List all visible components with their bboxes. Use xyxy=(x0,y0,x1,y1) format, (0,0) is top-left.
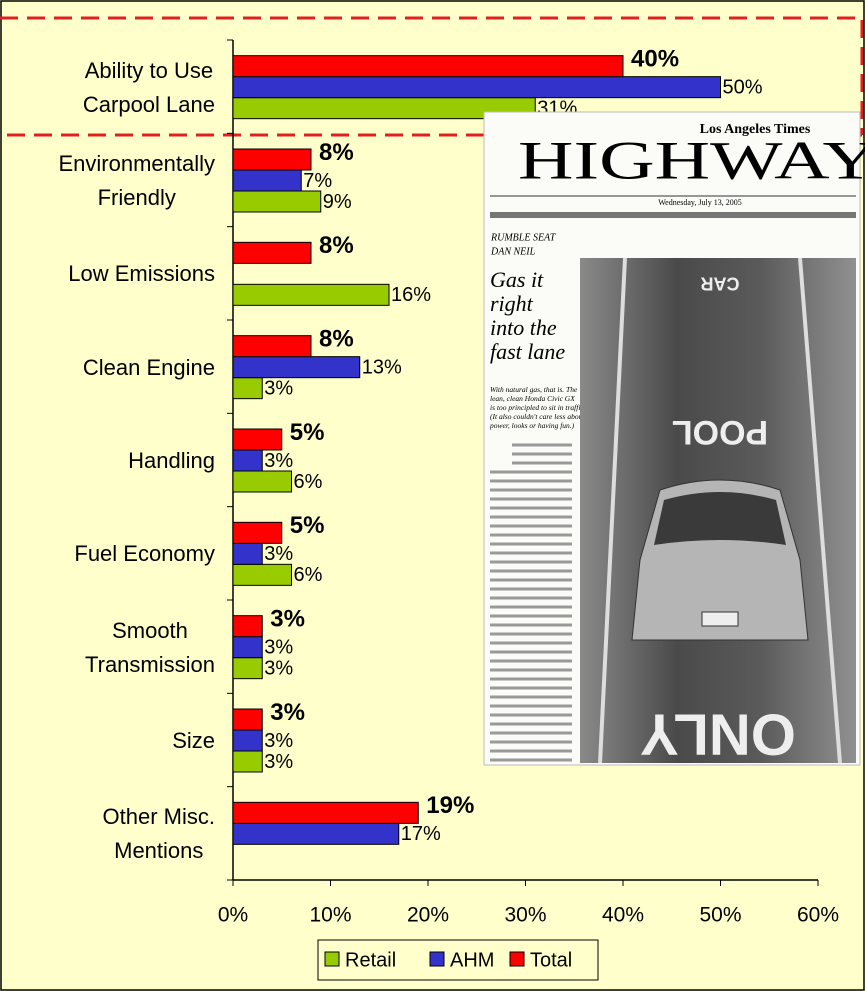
value-label: 3% xyxy=(270,699,305,726)
value-label: 17% xyxy=(401,823,441,845)
legend-swatch xyxy=(324,951,340,967)
value-label: 8% xyxy=(319,139,354,166)
bar xyxy=(232,542,263,565)
bar xyxy=(232,636,263,659)
bar xyxy=(232,283,390,306)
category-label: Low Emissions xyxy=(68,261,215,287)
category-label: Clean Engine xyxy=(82,354,215,380)
bar xyxy=(232,729,263,752)
bar-rule xyxy=(490,212,856,218)
value-label: 8% xyxy=(319,232,354,259)
lane-line xyxy=(598,257,627,764)
value-label: 40% xyxy=(631,46,679,73)
section-title: HIGHWAY xyxy=(518,130,865,190)
value-label: 3% xyxy=(264,657,293,679)
bar xyxy=(232,241,312,264)
masthead: Los Angeles Times xyxy=(700,122,811,137)
road-marking: ONLY xyxy=(640,702,796,767)
value-label: 5% xyxy=(290,512,325,539)
bar xyxy=(232,708,263,731)
category-label: Environmentally Friendly xyxy=(58,151,215,210)
legend-swatch xyxy=(509,951,525,967)
plate xyxy=(701,611,739,627)
value-label: 6% xyxy=(294,564,323,586)
bar xyxy=(232,428,283,451)
bar xyxy=(232,521,283,544)
author: DAN NEIL xyxy=(490,246,536,257)
headline: Gas it right into the fast lane xyxy=(490,267,565,364)
category-label-box: Environmentally Friendly xyxy=(0,147,215,215)
x-tick-label: 50% xyxy=(699,904,741,927)
column-name: RUMBLE SEAT xyxy=(490,232,557,243)
value-label: 13% xyxy=(362,356,402,378)
bar xyxy=(232,169,302,192)
legend-swatch xyxy=(429,951,445,967)
value-label: 7% xyxy=(303,170,332,192)
category-label: Other Misc. Mentions xyxy=(102,804,215,864)
legend-box xyxy=(317,939,599,981)
category-label-box: Smooth Transmission xyxy=(0,614,215,682)
x-tick-label: 20% xyxy=(407,904,449,927)
category-label-box: Fuel Economy xyxy=(0,537,215,571)
value-label: 50% xyxy=(723,76,763,98)
lane-line xyxy=(798,257,842,764)
category-label: Size xyxy=(172,728,215,753)
x-tick-label: 0% xyxy=(218,904,248,927)
bar xyxy=(232,76,721,99)
bar xyxy=(232,377,263,400)
category-label-box: Low Emissions xyxy=(0,257,215,291)
bar xyxy=(232,615,263,638)
road-marking: POOL xyxy=(672,413,768,451)
value-label: 8% xyxy=(319,326,354,353)
bar xyxy=(232,148,312,171)
x-tick-label: 10% xyxy=(309,904,351,927)
value-label: 3% xyxy=(270,606,305,633)
bar xyxy=(232,750,263,773)
road-marking: CAR xyxy=(701,273,740,293)
category-label: Smooth Transmission xyxy=(85,617,215,677)
bar xyxy=(232,335,312,358)
deck: With natural gas, that is. The lean, clea… xyxy=(489,385,586,430)
bar xyxy=(232,55,624,78)
category-label-box: Size xyxy=(0,724,215,758)
category-label: Ability to Use Carpool Lane xyxy=(82,57,215,117)
value-label: 6% xyxy=(294,471,323,493)
value-label: 3% xyxy=(264,450,293,472)
category-label-box: Other Misc. Mentions xyxy=(0,800,215,868)
legend-label: AHM xyxy=(450,949,494,971)
bar xyxy=(232,801,419,824)
value-label: 16% xyxy=(391,284,431,306)
bar xyxy=(232,657,263,680)
value-label: 3% xyxy=(264,377,293,399)
category-label-box: Ability to Use Carpool Lane xyxy=(0,54,215,122)
value-label: 9% xyxy=(323,191,352,213)
bar xyxy=(232,449,263,472)
bar xyxy=(232,470,292,493)
x-tick-label: 60% xyxy=(797,904,839,927)
value-label: 3% xyxy=(264,730,293,752)
windshield xyxy=(654,492,786,545)
value-label: 3% xyxy=(264,751,293,773)
category-label-box: Clean Engine xyxy=(0,351,215,385)
legend-label: Total xyxy=(530,949,572,971)
value-label: 19% xyxy=(426,792,474,819)
category-label: Handling xyxy=(128,448,215,473)
category-label-box: Handling xyxy=(0,444,215,478)
x-tick-label: 30% xyxy=(504,904,546,927)
value-label: 3% xyxy=(264,636,293,658)
value-label: 3% xyxy=(264,543,293,565)
bar xyxy=(232,356,361,379)
bar xyxy=(232,190,322,213)
value-label: 5% xyxy=(290,419,325,446)
date: Wednesday, July 13, 2005 xyxy=(658,198,742,207)
x-tick-label: 40% xyxy=(602,904,644,927)
legend-label: Retail xyxy=(345,949,396,971)
bar xyxy=(232,563,292,586)
category-label: Fuel Economy xyxy=(74,541,215,567)
bar xyxy=(232,822,400,845)
